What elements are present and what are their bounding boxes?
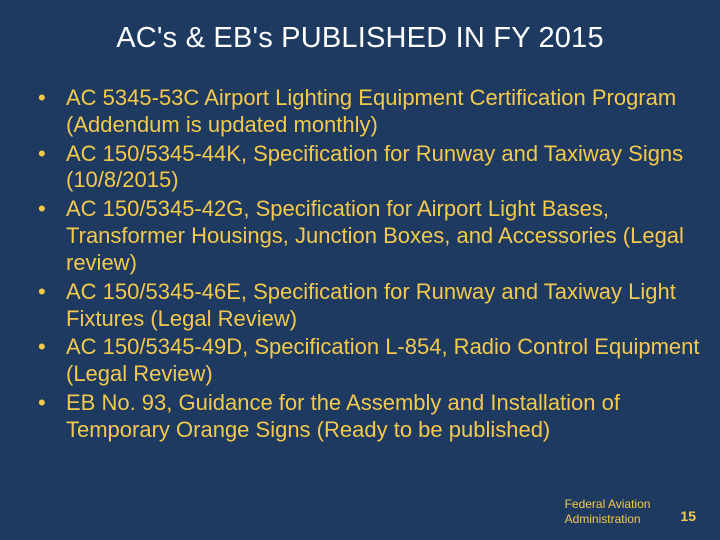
list-item: AC 150/5345-49D, Specification L-854, Ra…: [30, 334, 700, 388]
list-item: AC 150/5345-46E, Specification for Runwa…: [30, 279, 700, 333]
bullet-list: AC 5345-53C Airport Lighting Equipment C…: [30, 85, 700, 444]
page-number: 15: [680, 508, 696, 526]
list-item: EB No. 93, Guidance for the Assembly and…: [30, 390, 700, 444]
footer-organization: Federal Aviation Administration: [565, 497, 651, 526]
footer-org-line1: Federal Aviation: [565, 497, 651, 511]
footer: Federal Aviation Administration 15: [565, 497, 696, 526]
slide-title: AC's & EB's PUBLISHED IN FY 2015: [0, 0, 720, 73]
content-area: AC 5345-53C Airport Lighting Equipment C…: [0, 73, 720, 444]
list-item: AC 150/5345-44K, Specification for Runwa…: [30, 141, 700, 195]
list-item: AC 5345-53C Airport Lighting Equipment C…: [30, 85, 700, 139]
footer-org-line2: Administration: [565, 512, 651, 526]
list-item: AC 150/5345-42G, Specification for Airpo…: [30, 196, 700, 276]
